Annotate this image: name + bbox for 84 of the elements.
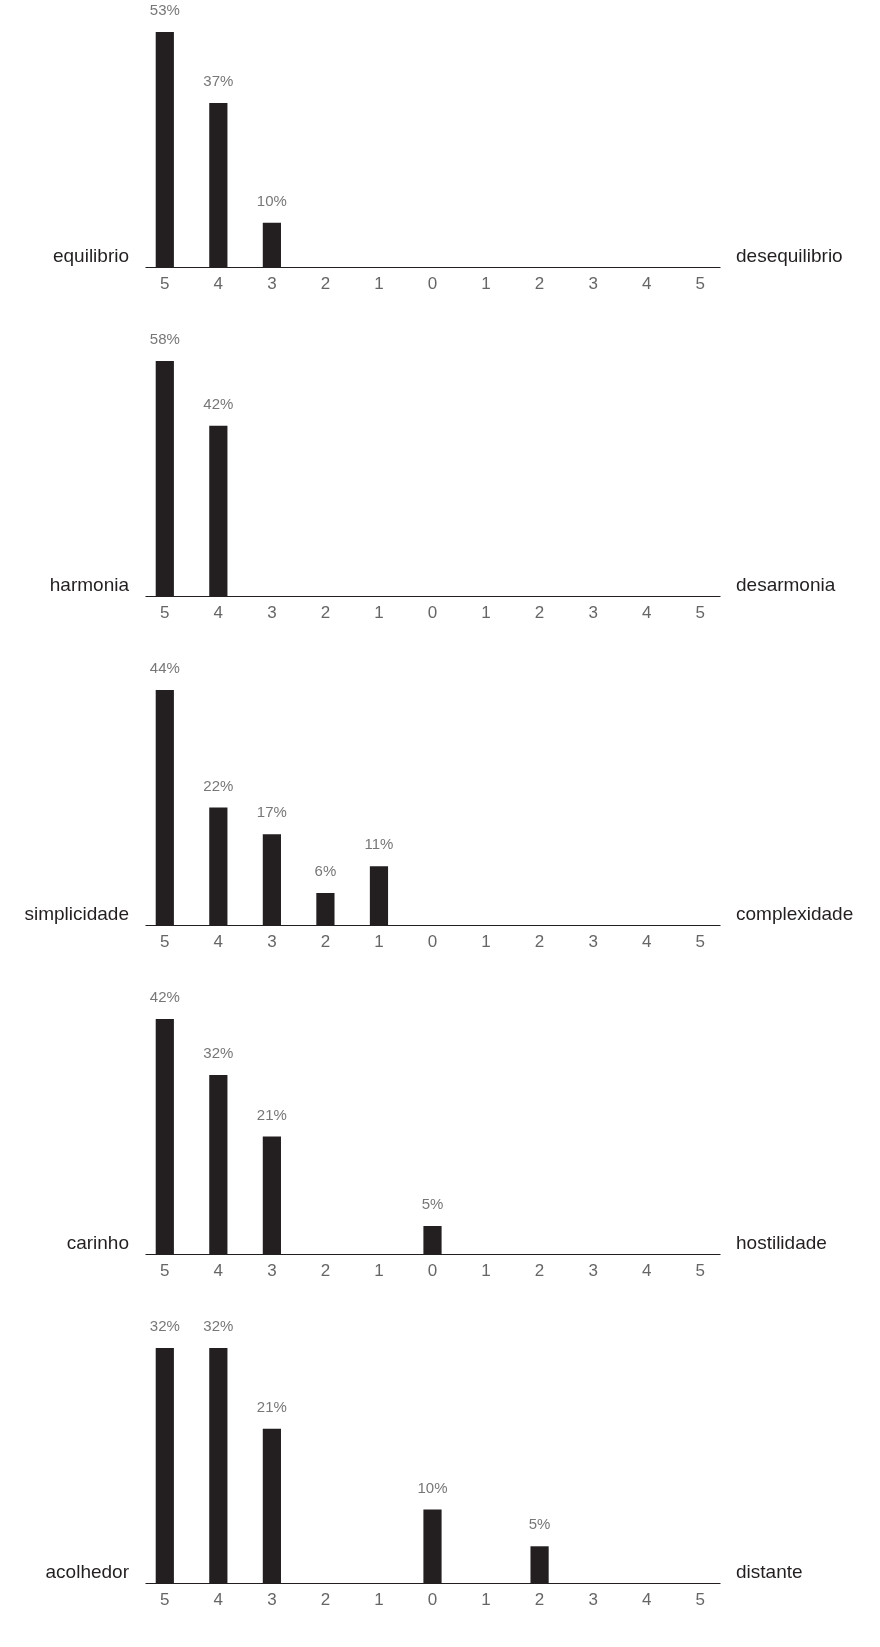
text: harmonia [49, 574, 130, 595]
data-label: 10% [256, 191, 287, 209]
x-tick-label: 2 [534, 931, 545, 951]
x-tick-label: 4 [641, 602, 652, 622]
x-tick-label: 5 [160, 931, 170, 951]
text: acolhedor [45, 1561, 130, 1582]
x-tick-label: 3 [588, 602, 598, 622]
data-label: 58% [149, 330, 180, 347]
data-label: 5% [528, 1515, 551, 1533]
x-tick-label: 3 [267, 1260, 277, 1280]
data-label: 10% [417, 1478, 448, 1496]
text: desequilibrio [736, 245, 843, 266]
data-label: 11% [364, 835, 394, 853]
x-tick-label: 1 [374, 1260, 384, 1280]
x-tick-label: 3 [588, 1260, 598, 1280]
x-tick-label: 1 [481, 1589, 491, 1609]
x-tick-label: 4 [641, 931, 652, 951]
x-tick-label: 2 [320, 273, 331, 293]
x-tick-label: 1 [374, 1589, 384, 1609]
data-label: 22% [203, 776, 234, 794]
data-label: 17% [256, 803, 287, 821]
x-tick-label: 4 [213, 1589, 224, 1609]
x-tick-label: 1 [481, 602, 491, 622]
x-tick-label: 0 [427, 602, 438, 622]
x-tick-label: 5 [695, 931, 705, 951]
text: complexidade [736, 903, 854, 924]
x-tick-label: 3 [267, 602, 277, 622]
x-tick-label: 2 [534, 273, 545, 293]
x-tick-label: 4 [213, 1260, 224, 1280]
text: distante [736, 1561, 803, 1582]
x-tick-label: 3 [267, 931, 277, 951]
text: equilibrio [52, 245, 129, 266]
x-tick-label: 4 [641, 1589, 652, 1609]
x-tick-label: 0 [427, 1260, 438, 1280]
x-tick-label: 2 [320, 1260, 331, 1280]
x-tick-label: 2 [534, 1260, 545, 1280]
x-tick-label: 5 [160, 1589, 170, 1609]
x-tick-label: 1 [374, 273, 384, 293]
x-tick-label: 3 [588, 273, 598, 293]
data-label: 21% [256, 1105, 287, 1123]
x-tick-label: 1 [481, 1260, 491, 1280]
x-tick-label: 5 [695, 602, 705, 622]
x-tick-label: 1 [481, 931, 491, 951]
x-tick-label: 4 [213, 273, 224, 293]
text: desarmonia [736, 574, 836, 595]
data-label: 44% [149, 659, 180, 676]
x-tick-label: 3 [267, 273, 277, 293]
x-tick-label: 3 [588, 1589, 598, 1609]
data-label: 53% [149, 1, 180, 18]
x-tick-label: 2 [320, 931, 331, 951]
x-tick-label: 5 [160, 273, 170, 293]
x-tick-label: 1 [374, 602, 384, 622]
x-tick-label: 1 [374, 931, 384, 951]
x-tick-label: 4 [213, 931, 224, 951]
x-tick-label: 2 [534, 602, 545, 622]
x-tick-label: 5 [695, 273, 705, 293]
x-tick-label: 4 [641, 273, 652, 293]
x-tick-label: 2 [320, 602, 331, 622]
data-label: 37% [203, 71, 234, 89]
x-tick-label: 3 [588, 931, 598, 951]
x-tick-label: 0 [427, 931, 438, 951]
data-label: 32% [203, 1317, 234, 1334]
x-tick-label: 5 [160, 1260, 170, 1280]
text: hostilidade [736, 1232, 827, 1253]
x-tick-label: 0 [427, 273, 438, 293]
data-label: 32% [149, 1317, 180, 1334]
data-label: 21% [256, 1397, 287, 1415]
x-tick-label: 4 [641, 1260, 652, 1280]
x-tick-label: 5 [695, 1589, 705, 1609]
text: carinho [66, 1232, 129, 1253]
x-tick-label: 3 [267, 1589, 277, 1609]
data-label: 6% [314, 861, 337, 879]
data-label: 5% [421, 1195, 444, 1213]
x-tick-label: 5 [695, 1260, 705, 1280]
data-label: 42% [203, 394, 234, 412]
x-tick-label: 1 [481, 273, 491, 293]
text: simplicidade [24, 903, 129, 924]
x-tick-label: 4 [213, 602, 224, 622]
x-tick-label: 5 [160, 602, 170, 622]
data-label: 42% [149, 988, 180, 1005]
x-tick-label: 0 [427, 1589, 438, 1609]
x-tick-label: 2 [534, 1589, 545, 1609]
x-tick-label: 2 [320, 1589, 331, 1609]
data-label: 32% [203, 1043, 234, 1061]
